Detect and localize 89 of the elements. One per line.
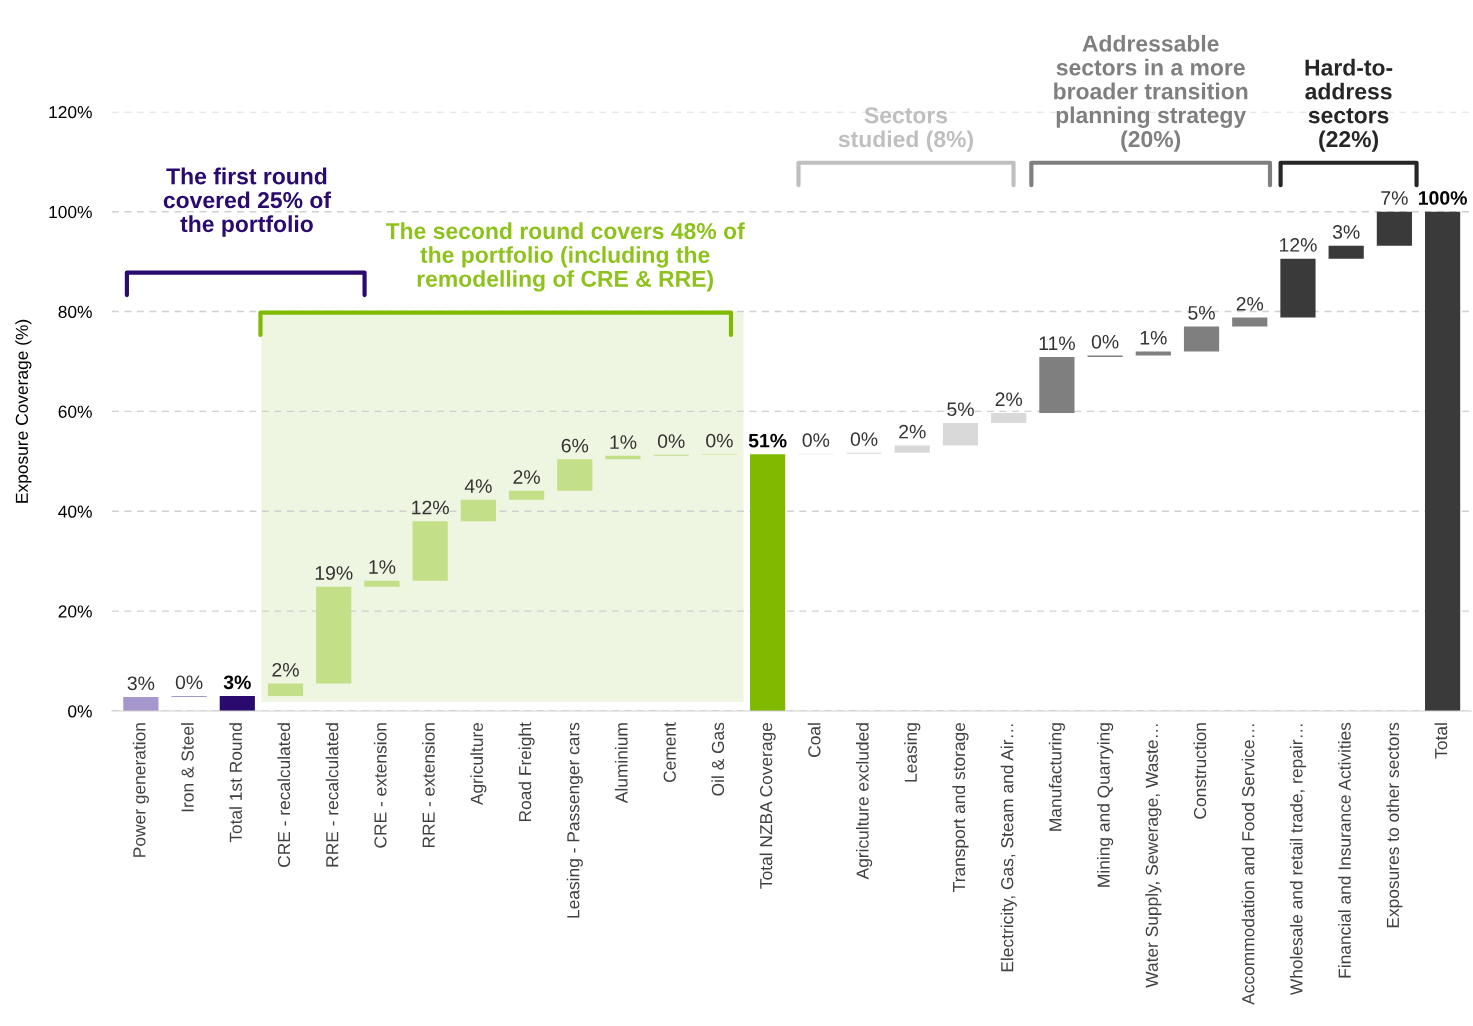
data-label: 11%: [1039, 336, 1075, 351]
x-tick-label: Total 1st Round: [229, 723, 242, 843]
data-label: 0%: [802, 433, 830, 448]
data-label: 0%: [657, 434, 685, 449]
bar: [1183, 326, 1220, 352]
data-label: 5%: [947, 402, 974, 417]
bar: [460, 499, 496, 522]
data-label: 3%: [127, 676, 155, 691]
x-tick-label: RRE - recalculated: [325, 723, 339, 867]
data-label: 3%: [1332, 225, 1360, 239]
y-axis-title: Exposure Coverage (%): [15, 319, 32, 503]
x-tick-label: Iron & Steel: [181, 723, 194, 812]
bar: [219, 696, 255, 712]
bar: [412, 521, 448, 581]
y-tick-label: 0%: [68, 705, 92, 718]
bar: [942, 422, 979, 446]
data-label: 19%: [315, 566, 353, 580]
data-label: 100%: [1418, 191, 1467, 205]
x-tick-label: Financial and Insurance Activities: [1338, 722, 1351, 978]
bar: [1135, 351, 1171, 356]
bar: [557, 459, 593, 491]
x-tick-label: Construction: [1193, 723, 1207, 819]
bar: [123, 697, 159, 712]
data-label: 6%: [561, 438, 589, 453]
data-label: 1%: [1140, 330, 1167, 345]
bar: [316, 586, 352, 684]
data-label: 0%: [1091, 334, 1119, 349]
x-tick-label: Aluminium: [614, 723, 628, 804]
data-label: 1%: [610, 435, 637, 449]
data-label: 1%: [369, 560, 396, 574]
bar: [750, 454, 786, 712]
data-label: 2%: [272, 662, 299, 677]
data-label: 2%: [1236, 296, 1264, 311]
data-label: 0%: [850, 432, 878, 447]
x-tick-label: CRE - extension: [373, 723, 387, 848]
annotation: The second round covers 48% of the portfolio (including the remodelling of CRE & RRE): [385, 222, 745, 292]
x-tick-label: RRE - extension: [422, 723, 435, 848]
x-tick-label: Mining and Quarrying: [1097, 723, 1114, 887]
bar: [1425, 211, 1461, 712]
data-label: 3%: [223, 675, 251, 690]
annotation: The first round covered 25% of the portfolio: [163, 167, 332, 237]
bar: [894, 445, 930, 453]
x-tick-label: Wholesale and retail trade, repair…: [1289, 724, 1307, 996]
x-tick-label: Oil & Gas: [711, 722, 725, 796]
data-label: 2%: [899, 424, 926, 439]
data-label: 7%: [1381, 191, 1408, 205]
x-tick-label: Power generation: [132, 723, 149, 857]
annotation: Sectors studied (8%): [838, 107, 973, 152]
x-tick-label: Total: [1434, 723, 1448, 759]
bar: [1280, 258, 1316, 318]
annotation: Addressable sectors in a more broader transition planning strategy (20%): [1054, 34, 1248, 152]
x-tick-label: Water Supply, Sewerage, Waste…: [1145, 724, 1162, 988]
x-tick-label: Accommodation and Food Service…: [1241, 724, 1255, 1005]
x-tick-label: CRE - recalculated: [277, 723, 291, 867]
data-label: 12%: [412, 500, 449, 515]
y-tick-label: 80%: [58, 305, 92, 319]
bar: [267, 683, 304, 697]
x-tick-label: Electricity, Gas, Steam and Air…: [1000, 724, 1017, 972]
y-tick-label: 120%: [49, 106, 92, 119]
x-tick-label: Total NZBA Coverage: [759, 722, 776, 889]
x-tick-label: Coal: [807, 723, 821, 757]
bar: [364, 580, 400, 587]
data-label: 2%: [995, 392, 1023, 407]
annotation: Hard-to- address sectors (22%): [1305, 58, 1393, 152]
x-tick-label: Transport and storage: [952, 722, 969, 892]
x-tick-label: Road Freight: [518, 722, 535, 822]
data-label: 0%: [706, 433, 733, 448]
y-tick-label: 60%: [58, 405, 92, 418]
bar: [1039, 357, 1075, 413]
x-tick-label: Cement: [663, 722, 676, 783]
bar: [508, 490, 545, 500]
data-label: 12%: [1279, 238, 1317, 252]
x-tick-label: Leasing - Passenger cars: [566, 722, 583, 918]
y-tick-label: 100%: [49, 205, 92, 219]
y-tick-label: 40%: [58, 505, 92, 518]
x-tick-label: Manufacturing: [1048, 723, 1065, 831]
y-tick-label: 20%: [58, 605, 92, 618]
data-label: 2%: [513, 470, 540, 484]
x-tick-label: Leasing: [904, 723, 921, 782]
data-label: 4%: [464, 479, 492, 493]
x-tick-label: Agriculture excluded: [855, 723, 873, 880]
x-tick-label: Agriculture: [470, 722, 487, 806]
data-label: 0%: [175, 675, 203, 690]
bar: [1328, 245, 1364, 259]
bar: [1376, 211, 1412, 246]
x-tick-label: Exposures to other sectors: [1386, 722, 1403, 928]
data-label: 5%: [1188, 306, 1215, 320]
data-label: 51%: [748, 433, 787, 448]
bar: [1232, 317, 1268, 327]
